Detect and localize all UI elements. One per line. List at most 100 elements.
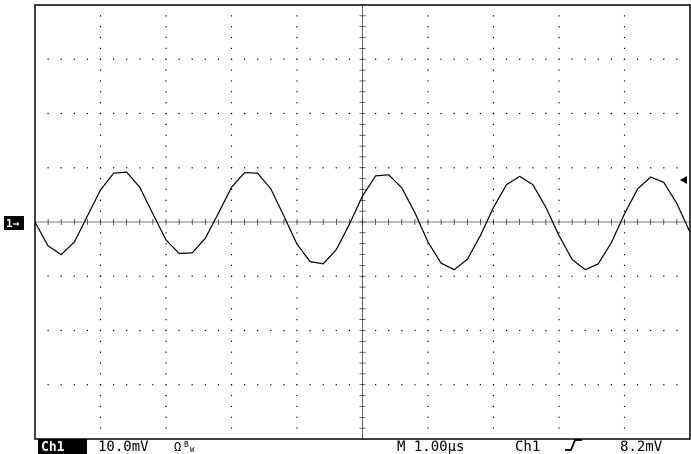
grid-dot: [623, 102, 626, 104]
grid-dot: [375, 384, 377, 386]
grid-dot: [230, 156, 233, 158]
grid-dot: [427, 340, 429, 342]
grid-dot: [506, 275, 508, 277]
grid-dot: [99, 319, 102, 321]
grid-dot: [597, 58, 599, 60]
grid-dot: [479, 58, 481, 60]
grid-dot: [283, 329, 285, 332]
grid-dot: [217, 167, 219, 169]
grid-dot: [492, 15, 495, 17]
grid-dot: [230, 329, 233, 332]
grid-dot: [296, 395, 298, 397]
grid-dot: [597, 112, 599, 115]
grid-dot: [230, 102, 233, 104]
grid-dot: [296, 80, 298, 82]
grid-dot: [623, 232, 626, 234]
grid-dot: [348, 167, 350, 169]
grid-dot: [427, 112, 429, 115]
grid-dot: [99, 91, 102, 93]
grid-dot: [165, 384, 167, 386]
ch1-bandwidth-flag: B: [184, 440, 189, 449]
grid-dot: [99, 275, 102, 277]
grid-dot: [558, 91, 560, 93]
grid-dot: [650, 167, 652, 169]
grid-dot: [492, 58, 495, 60]
grid-dot: [283, 275, 285, 277]
grid-dot: [296, 286, 298, 288]
grid-dot: [165, 167, 167, 169]
grid-dot: [623, 264, 626, 266]
grid-dot: [270, 384, 272, 386]
grid-dot: [165, 297, 167, 299]
grid-dot: [309, 384, 311, 386]
grid-dot: [414, 329, 416, 332]
grid-dot: [335, 384, 337, 386]
grid-dot: [99, 178, 102, 180]
grid-dot: [113, 275, 115, 277]
trigger-source: Ch1: [515, 439, 540, 454]
grid-dot: [676, 329, 678, 332]
grid-dot: [388, 329, 390, 332]
grid-dot: [492, 275, 495, 277]
grid-dot: [492, 384, 495, 386]
grid-dot: [623, 58, 626, 60]
grid-dot: [558, 178, 560, 180]
grid-dot: [584, 275, 586, 277]
grid-dot: [532, 58, 534, 60]
grid-dot: [99, 427, 102, 429]
grid-dot: [492, 362, 495, 364]
ch1-scale: 10.0mV: [98, 439, 149, 454]
grid-dot: [623, 123, 626, 125]
grid-dot: [348, 384, 350, 386]
grid-dot: [86, 384, 88, 386]
grid-dot: [545, 329, 547, 332]
grid-dot: [230, 36, 233, 39]
grid-dot: [623, 275, 626, 277]
grid-dot: [165, 395, 167, 397]
grid-dot: [230, 286, 233, 288]
grid-dot: [296, 102, 298, 104]
grid-dot: [427, 47, 429, 49]
grid-dot: [230, 232, 233, 234]
grid-dot: [139, 112, 141, 115]
grid-dot: [650, 275, 652, 277]
grid-dot: [414, 112, 416, 115]
grid-dot: [60, 167, 62, 169]
grid-dot: [257, 112, 259, 115]
grid-dot: [217, 58, 219, 60]
grid-dot: [126, 167, 128, 169]
grid-dot: [230, 243, 233, 245]
ch1-coupling-flag: Ω: [174, 440, 181, 454]
grid-dot: [623, 297, 626, 299]
grid-dot: [558, 427, 560, 429]
grid-dot: [99, 15, 102, 17]
grid-dot: [623, 329, 626, 332]
grid-dot: [519, 384, 521, 386]
grid-dot: [532, 275, 534, 277]
grid-dot: [492, 427, 495, 429]
grid-dot: [453, 58, 455, 60]
grid-dot: [296, 308, 298, 310]
grid-dot: [558, 167, 560, 169]
grid-dot: [244, 275, 246, 277]
grid-dot: [165, 340, 167, 342]
grid-dot: [427, 210, 429, 212]
grid-dot: [492, 36, 495, 39]
grid-dot: [558, 319, 560, 321]
grid-dot: [296, 297, 298, 299]
grid-dot: [86, 167, 88, 169]
grid-dot: [558, 351, 560, 353]
grid-dot: [60, 384, 62, 386]
grid-dot: [99, 373, 102, 375]
grid-dot: [230, 145, 233, 147]
grid-dot: [47, 58, 49, 60]
grid-dot: [99, 416, 102, 418]
grid-dot: [257, 167, 259, 169]
grid-dot: [230, 123, 233, 125]
rising-edge-icon: [565, 439, 582, 451]
grid-dot: [113, 167, 115, 169]
grid-dot: [86, 112, 88, 115]
grid-dot: [375, 329, 377, 332]
grid-dot: [348, 112, 350, 115]
grid-dot: [139, 329, 141, 332]
